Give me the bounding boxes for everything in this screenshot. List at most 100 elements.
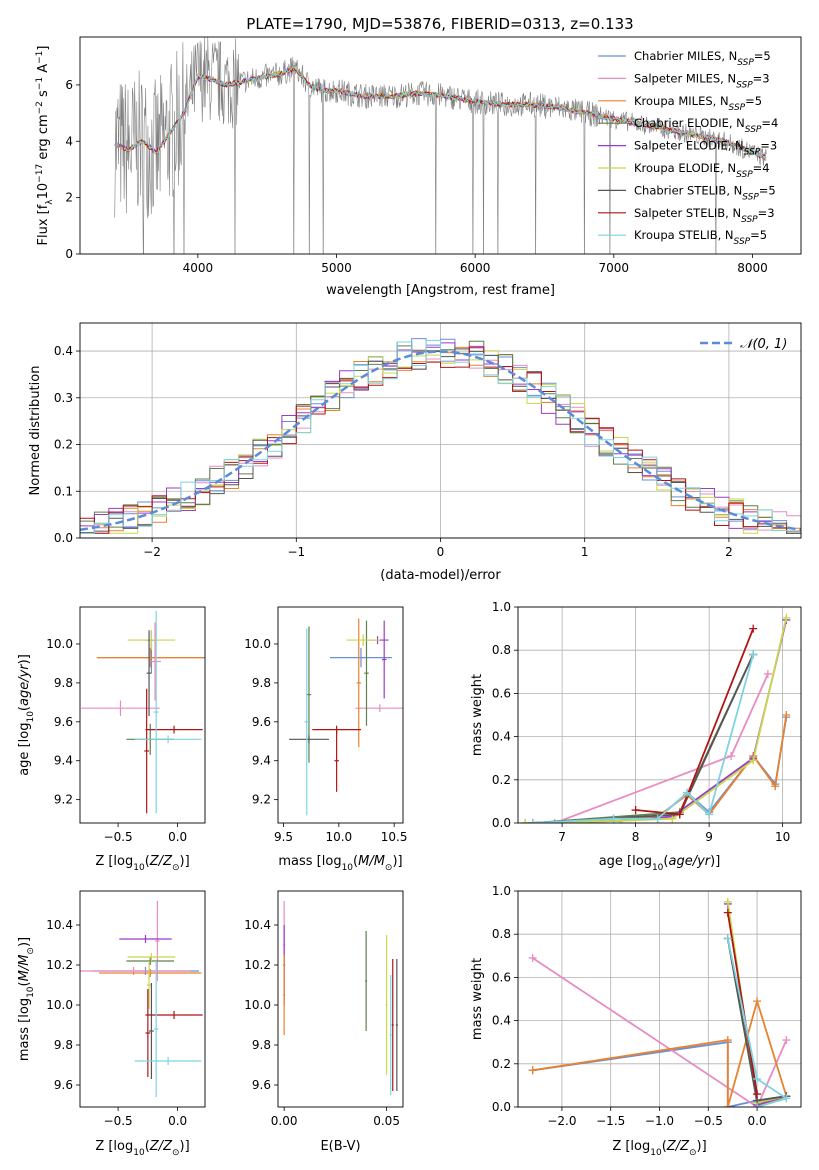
mass-vs-Z-ylabel-group: mass [log10(M/M⊙)]	[17, 937, 36, 1061]
mass_vs_Z-plot-area	[80, 901, 203, 1097]
legend-entry: Chabrier MILES, NSSP=5	[634, 49, 771, 68]
age_vs_mass-xtick-label: 9.5	[274, 830, 293, 844]
weight_vs_age-marker	[550, 819, 559, 823]
spectrum-plot-area	[114, 37, 767, 254]
spectrum-frame	[79, 36, 802, 255]
model-spectrum-8	[124, 65, 767, 159]
weight_vs_Z-marker	[753, 1090, 762, 1099]
age_vs_mass-ytick-label: 9.8	[252, 676, 271, 690]
age_vs_mass-plot-area	[289, 618, 403, 816]
weight_vs_Z-plot-area	[528, 897, 791, 1107]
age_vs_Z-ytick-label: 9.2	[54, 793, 73, 807]
weight_vs_Z-xtick-label: −1.0	[645, 1114, 674, 1128]
weight_vs_Z-ytick-label: 0.8	[492, 927, 511, 941]
weight_vs_age-marker	[771, 782, 780, 791]
weight_vs_age-marker	[668, 814, 677, 823]
age_vs_mass-ytick-label: 9.4	[252, 754, 271, 768]
weight_vs_Z-ytick-label: 0.2	[492, 1057, 511, 1071]
mass_vs_ebv-ytick-label: 9.8	[252, 1038, 271, 1052]
weight_vs_Z-marker	[782, 1036, 791, 1045]
weight_vs_Z-grid	[518, 890, 801, 1108]
weight_vs_Z-frame	[517, 890, 802, 1108]
age_vs_Z-ytick-label: 9.4	[54, 754, 73, 768]
weight_vs_Z-marker	[723, 1036, 732, 1045]
weight_vs_Z-ytick-label: 0.6	[492, 970, 511, 984]
weight_vs_age-marker	[653, 814, 662, 823]
age_vs_mass-xtick-label: 10.0	[325, 830, 352, 844]
legend-entry: Chabrier STELIB, NSSP=5	[634, 183, 776, 202]
age_vs_Z-panel: −0.5 0.0 9.2 9.4 9.6 9.8 10.0 Z [log10(Z/Z⊙)] ag…	[17, 606, 206, 873]
age_vs_Z-ytick-label: 9.8	[54, 676, 73, 690]
weight_vs_age-marker	[631, 806, 640, 815]
mass_vs_ebv-ytick-label: 10.0	[244, 998, 271, 1012]
weight_vs_Z-ytick-label: 0.4	[492, 1014, 511, 1028]
age-vs-mass-xlabel: mass [log10(M/M⊙)]	[278, 854, 402, 873]
weight_vs_Z-marker	[753, 1074, 762, 1083]
residuals-plot-area	[80, 338, 801, 534]
residuals-ytick-label: 0.4	[54, 344, 73, 358]
weight_vs_age-marker	[675, 810, 684, 819]
residuals-ytick-label: 0.0	[54, 531, 73, 545]
residuals-ytick-label: 0.2	[54, 438, 73, 452]
age-vs-Z-ylabel: age [log10(age/yr)]	[17, 654, 36, 776]
mass_vs_ebv-xtick-label: 0.00	[271, 1114, 298, 1128]
residuals-panel: −2 −1 0 1 2 0.0 0.1 0.2 0.3 0.4 (data-model)/error…	[28, 322, 802, 583]
spectrum-legend: Chabrier MILES, NSSP=5 Salpeter MILES, NS…	[598, 49, 778, 247]
weight_vs_Z-ylabel: mass weight	[470, 958, 485, 1040]
weight_vs_age-ytick-label: 1.0	[492, 600, 511, 614]
mass_vs_Z-xtick-label: 0.0	[168, 1114, 187, 1128]
weight_vs_age-ytick-label: 0.2	[492, 773, 511, 787]
weight_vs_age-series-line	[532, 714, 788, 823]
age_vs_Z-xtick-label: −0.5	[104, 830, 133, 844]
weight_vs_age-marker	[705, 810, 714, 819]
spectrum-ytick-label: 0	[65, 247, 73, 261]
weight_vs_age-xtick-label: 10	[775, 830, 790, 844]
mass_vs_Z-frame	[79, 890, 206, 1108]
mass_vs_Z-ytick-label: 9.8	[54, 1038, 73, 1052]
spectrum-xlabel: wavelength [Angstrom, rest frame]	[326, 283, 555, 298]
age_vs_mass-frame	[277, 606, 404, 824]
weight_vs_age-grid	[518, 606, 801, 824]
residuals-ytick-label: 0.1	[54, 484, 73, 498]
weight_vs_age-ytick-label: 0.6	[492, 686, 511, 700]
legend-entry: Kroupa STELIB, NSSP=5	[634, 228, 767, 247]
age_vs_mass-ytick-label: 9.6	[252, 715, 271, 729]
age_vs_Z-xtick-label: 0.0	[168, 830, 187, 844]
residuals-xtick-label: 0	[437, 545, 445, 559]
normal-curve	[80, 350, 801, 532]
observed-spectrum	[114, 37, 767, 254]
age_vs_Z-frame	[79, 606, 206, 824]
age_vs_mass-panel: 9.5 10.0 10.5 9.2 9.4 9.6 9.8 10.0 mass [log10(M…	[244, 606, 408, 873]
mass_vs_ebv-xtick-label: 0.05	[373, 1114, 400, 1128]
residuals-ytick-label: 0.3	[54, 391, 73, 405]
spectrum-xtick-label: 4000	[183, 261, 214, 275]
spectrum-ytick-label: 2	[65, 191, 73, 205]
weight_vs_age-marker	[763, 669, 772, 678]
weight_vs_age-marker	[749, 756, 758, 765]
age-vs-Z-ylabel-group: age [log10(age/yr)]	[17, 654, 36, 776]
mass_vs_Z-xtick-label: −0.5	[104, 1114, 133, 1128]
residuals-xlabel: (data-model)/error	[380, 568, 501, 583]
weight_vs_age-ytick-label: 0.4	[492, 730, 511, 744]
weight_vs_age-ytick-label: 0.0	[492, 816, 511, 830]
weight-vs-age-xlabel: age [log10(age/yr)]	[599, 854, 721, 873]
weight_vs_age-marker	[749, 624, 758, 633]
weight_vs_age-frame	[517, 606, 802, 824]
mass_vs_Z-ytick-label: 9.6	[54, 1078, 73, 1092]
weight_vs_age-xtick-label: 7	[558, 830, 566, 844]
legend-entry: Salpeter ELODIE, NSSP=3	[634, 139, 777, 158]
weight_vs_Z-marker	[723, 934, 732, 943]
age_vs_mass-ytick-label: 10.0	[244, 637, 271, 651]
spectrum-xtick-label: 8000	[737, 261, 768, 275]
weight_vs_age-marker	[727, 752, 736, 761]
weight_vs_age-series-line	[532, 654, 755, 823]
weight_vs_age-panel: 7 8 9 10 0.0 0.2 0.4 0.6 0.8 1.0 mass weight age [l…	[470, 600, 802, 873]
weight_vs_Z-xtick-label: −2.0	[547, 1114, 576, 1128]
residuals-xtick-label: −2	[143, 545, 161, 559]
age_vs_mass-xtick-label: 10.5	[381, 830, 408, 844]
residuals-ylabel: Normed distribution	[28, 366, 43, 496]
mass-vs-Z-xlabel: Z [log10(Z/Z⊙)]	[95, 1139, 189, 1158]
weight_vs_Z-ytick-label: 1.0	[492, 884, 511, 898]
weight_vs_age-marker	[782, 613, 791, 622]
age_vs_Z-plot-area	[81, 610, 205, 814]
